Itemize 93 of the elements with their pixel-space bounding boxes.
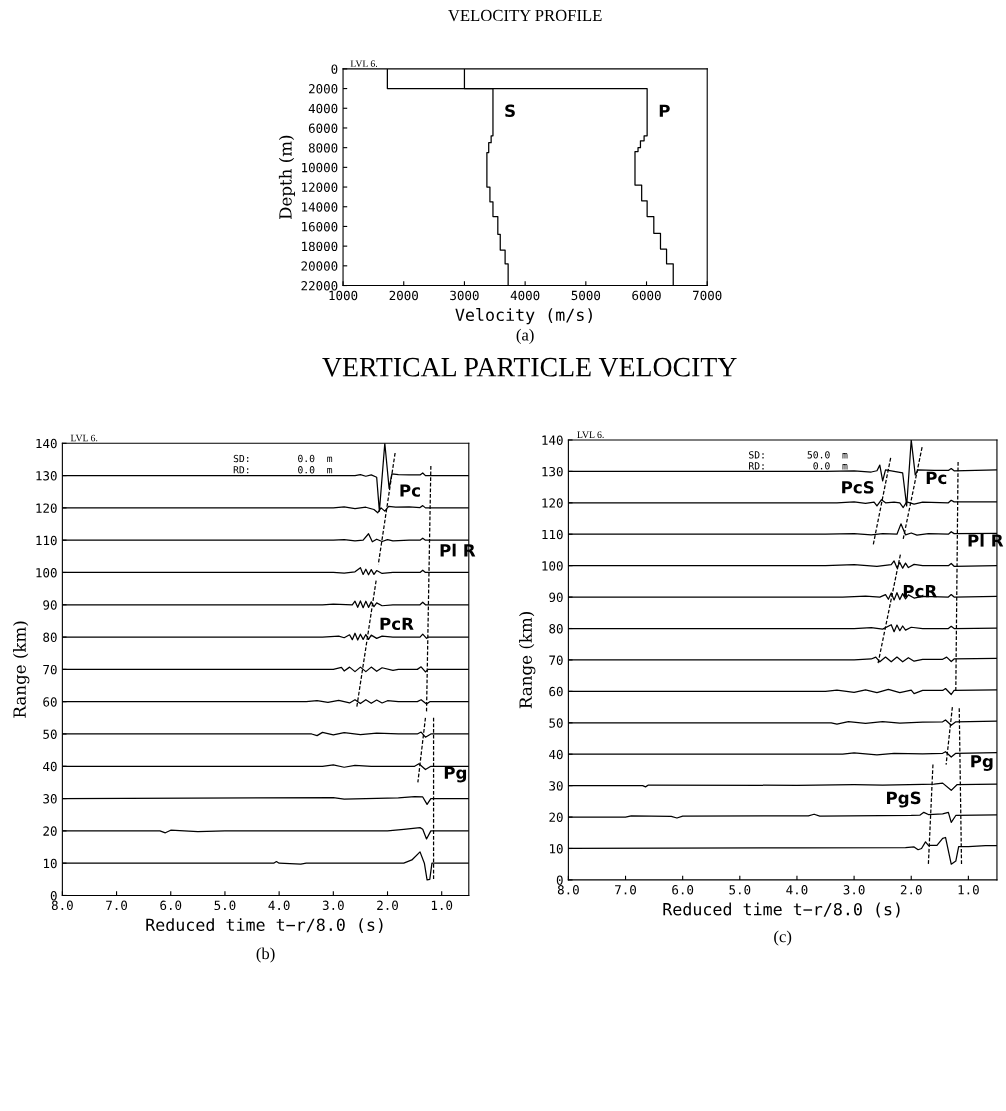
- y-tick-label: 20000: [301, 261, 338, 271]
- annotation: SD: 0.0 m: [233, 454, 333, 463]
- y-tick-label: 0: [556, 875, 563, 885]
- y-tick-label: 2000: [309, 84, 338, 94]
- series-label: PcR: [380, 617, 414, 631]
- annotation: SD: 50.0 m: [749, 451, 848, 459]
- y-tick-label: 40: [43, 761, 57, 772]
- x-tick-label: 6000: [632, 290, 661, 301]
- y-tick-label: 70: [43, 664, 57, 675]
- y-tick-label: 90: [549, 592, 563, 603]
- series-label: PgS: [887, 791, 921, 808]
- y-tick-label: 12000: [302, 182, 338, 193]
- series-label: P: [659, 104, 670, 117]
- y-tick-label: 80: [549, 624, 563, 634]
- annotation: RD: 0.0 m: [749, 462, 848, 470]
- x-tick-label: 1.0: [958, 885, 979, 895]
- x-tick-label: 2000: [389, 290, 418, 301]
- y-tick-label: 10: [549, 843, 563, 854]
- y-axis-title: Depth (m): [278, 135, 295, 219]
- text: (b): [256, 947, 275, 963]
- y-tick-label: 16000: [302, 221, 338, 232]
- y-tick-label: 100: [36, 567, 57, 578]
- series-label: PcS: [842, 481, 874, 494]
- y-tick-label: 140: [36, 438, 57, 449]
- text: VERTICAL PARTICLE VELOCITY: [322, 357, 737, 377]
- x-tick-label: 7.0: [615, 885, 637, 895]
- y-tick-label: 0: [50, 890, 57, 901]
- y-tick-label: 6000: [308, 123, 338, 133]
- x-tick-label: 4.0: [786, 885, 808, 895]
- x-tick-label: 5.0: [214, 900, 236, 911]
- annotation: RD: 0.0 m: [233, 466, 333, 474]
- y-tick-label: 140: [542, 435, 563, 445]
- y-axis-title: Range (km): [13, 621, 30, 718]
- y-tick-label: 8000: [308, 143, 338, 153]
- y-tick-label: 30: [43, 794, 57, 804]
- y-tick-label: 50: [43, 729, 57, 739]
- y-tick-label: 10000: [302, 162, 338, 173]
- y-tick-label: 130: [542, 466, 563, 477]
- series-label: Pc: [926, 471, 947, 485]
- x-tick-label: 3000: [450, 290, 479, 301]
- y-tick-label: 10: [43, 858, 57, 869]
- y-tick-label: 80: [43, 632, 57, 643]
- y-tick-label: 70: [549, 655, 563, 665]
- y-tick-label: 22000: [301, 281, 338, 291]
- x-axis-title: Velocity (m/s): [455, 308, 592, 325]
- x-axis-title: Reduced time t−r/8.0 (s): [663, 902, 900, 918]
- text: LVL 6.: [350, 60, 378, 67]
- series-label: Pg: [444, 766, 467, 783]
- x-tick-label: 5.0: [729, 885, 751, 895]
- x-tick-label: 7.0: [106, 900, 128, 911]
- x-tick-label: 2.0: [377, 900, 398, 911]
- y-tick-label: 60: [43, 697, 57, 707]
- text: LVL 6.: [577, 431, 604, 439]
- y-tick-label: 100: [542, 561, 563, 571]
- y-tick-label: 18000: [302, 241, 338, 252]
- y-tick-label: 110: [542, 529, 563, 540]
- text: (c): [774, 930, 792, 946]
- x-tick-label: 6.0: [160, 900, 182, 911]
- text: (a): [516, 328, 534, 344]
- x-tick-label: 3.0: [322, 900, 344, 911]
- y-tick-label: 14000: [302, 202, 338, 212]
- x-tick-label: 4.0: [268, 900, 290, 911]
- series-label: S: [505, 104, 515, 118]
- x-tick-label: 1.0: [431, 900, 453, 911]
- y-axis-title: Range (km): [519, 612, 536, 709]
- x-axis-title: Reduced time t−r/8.0 (s): [146, 918, 383, 933]
- series-label: Pg: [971, 755, 993, 771]
- y-tick-label: 50: [549, 718, 563, 728]
- x-tick-label: 8.0: [557, 885, 579, 895]
- y-tick-label: 20: [549, 812, 563, 823]
- y-tick-label: 40: [549, 749, 563, 760]
- y-tick-label: 110: [36, 535, 57, 546]
- text: LVL 6.: [70, 434, 98, 442]
- y-tick-label: 4000: [308, 103, 338, 114]
- x-tick-label: 7000: [693, 290, 722, 301]
- y-tick-label: 0: [331, 64, 338, 74]
- x-tick-label: 2.0: [900, 885, 922, 895]
- x-tick-label: 5000: [571, 290, 601, 301]
- x-tick-label: 4000: [510, 290, 540, 301]
- y-tick-label: 120: [542, 498, 563, 508]
- y-tick-label: 120: [36, 503, 57, 513]
- y-tick-label: 90: [43, 600, 57, 610]
- series-label: Pc: [400, 484, 420, 497]
- series-label: PcR: [903, 585, 937, 598]
- y-tick-label: 60: [549, 686, 563, 697]
- chart-title: VELOCITY PROFILE: [448, 9, 602, 22]
- x-tick-label: 3.0: [843, 885, 865, 895]
- x-tick-label: 6.0: [672, 885, 694, 895]
- x-tick-label: 8.0: [51, 900, 73, 911]
- y-tick-label: 30: [549, 781, 563, 791]
- y-tick-label: 20: [43, 826, 57, 836]
- y-tick-label: 130: [36, 471, 57, 481]
- x-tick-label: 1000: [329, 290, 358, 301]
